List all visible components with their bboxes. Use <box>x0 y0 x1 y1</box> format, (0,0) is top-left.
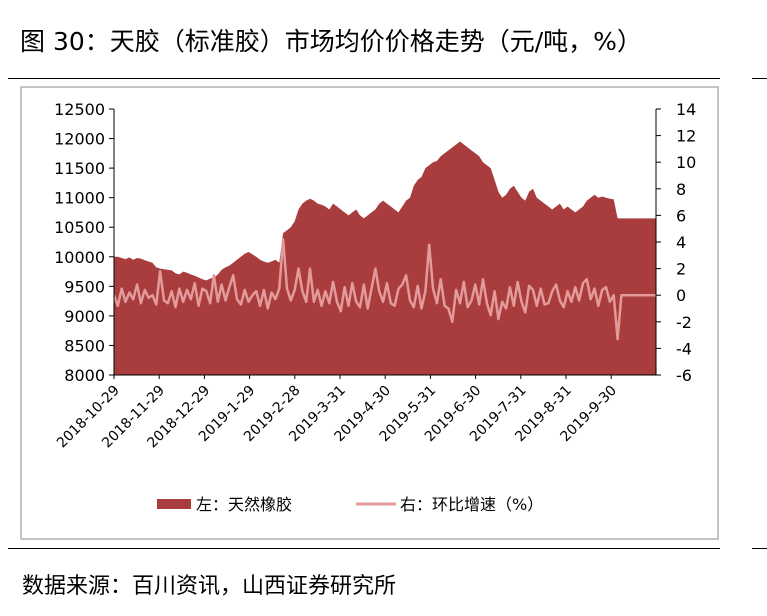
bottom-rule <box>8 548 720 549</box>
y-left-tick-label: 10000 <box>54 248 105 267</box>
chart-title: 图 30：天胶（标准胶）市场均价价格走势（元/吨，%） <box>20 27 642 56</box>
y-left-tick-label: 11000 <box>54 189 105 208</box>
y-right-tick-label: -4 <box>676 339 692 358</box>
y-right-tick-label: 10 <box>676 153 696 172</box>
y-left-tick-label: 11500 <box>54 159 105 178</box>
y-left-tick-label: 12500 <box>54 100 105 119</box>
y-left-tick-label: 9000 <box>64 307 105 326</box>
y-right-tick-label: 4 <box>676 233 686 252</box>
y-right-tick-label: 14 <box>676 100 696 119</box>
y-left-tick-label: 8000 <box>64 366 105 385</box>
source-note: 数据来源：百川资讯，山西证券研究所 <box>22 574 397 599</box>
y-right-tick-label: 6 <box>676 206 686 225</box>
y-right-tick-label: -2 <box>676 313 692 332</box>
y-left-tick-label: 8500 <box>64 336 105 355</box>
y-right-tick-label: 12 <box>676 127 696 146</box>
top-rule-side <box>752 78 767 79</box>
rubber-price-chart: 8000 8500 9000 9500 10000 10500 11000 11500 1200… <box>20 86 719 540</box>
series-area-natural-rubber <box>114 141 656 375</box>
y-right-tick-label: 2 <box>676 260 686 279</box>
top-rule <box>8 78 720 79</box>
y-right-tick-label: 0 <box>676 286 686 305</box>
y-left-tick-label: 9500 <box>64 277 105 296</box>
y-left-tick-label: 10500 <box>54 218 105 237</box>
legend-swatch-area <box>157 499 191 509</box>
y-right-tick-label: -6 <box>676 366 692 385</box>
bottom-rule-side <box>752 548 767 549</box>
series-line-mom-growth <box>112 238 656 341</box>
y-left-tick-label: 12000 <box>54 130 105 149</box>
y-right-tick-label: 8 <box>676 180 686 199</box>
chart-frame <box>20 86 719 540</box>
legend: 左：天然橡胶 右：环比增速（%） <box>157 495 543 514</box>
legend-label-line: 右：环比增速（%） <box>400 495 543 514</box>
legend-label-area: 左：天然橡胶 <box>196 495 292 514</box>
